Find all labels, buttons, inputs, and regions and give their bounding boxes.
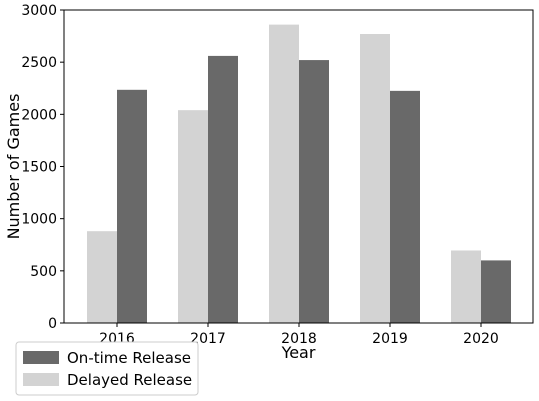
- legend-label: On-time Release: [67, 349, 191, 367]
- y-axis-label: Number of Games: [4, 94, 23, 240]
- x-axis-ticks: 2016 2017 2018 2019 2020: [99, 323, 499, 347]
- legend-swatch: [23, 351, 59, 364]
- bar-delayed-2017: [178, 110, 208, 323]
- bar-ontime-2020: [481, 260, 511, 323]
- x-tick-label: 2019: [372, 331, 408, 347]
- legend-box: [15, 341, 199, 396]
- bar-ontime-2016: [117, 89, 147, 323]
- bars-group: [87, 24, 511, 324]
- x-tick-label: 2020: [463, 331, 499, 347]
- bar-ontime-2019: [390, 90, 420, 323]
- y-tick-label: 2000: [21, 107, 57, 123]
- y-tick-label: 1000: [21, 212, 57, 228]
- x-tick-label: 2018: [281, 331, 317, 347]
- bar-delayed-2016: [87, 231, 117, 323]
- y-axis-ticks: 0 500 1000 1500 2000 2500 3000: [21, 3, 64, 332]
- bar-delayed-2020: [451, 250, 481, 323]
- y-tick-label: 1500: [21, 160, 57, 176]
- legend: On-time Release Delayed Release: [15, 341, 199, 396]
- y-tick-label: 3000: [21, 3, 57, 19]
- x-axis-label: Year: [281, 343, 316, 362]
- bar-ontime-2017: [208, 55, 238, 323]
- bar-delayed-2019: [360, 33, 390, 323]
- legend-swatch: [23, 373, 59, 386]
- legend-label: Delayed Release: [67, 371, 192, 389]
- x-tick-label: 2017: [190, 331, 226, 347]
- plot-frame: [63, 9, 534, 324]
- y-tick-label: 2500: [21, 55, 57, 71]
- y-tick-label: 500: [30, 264, 57, 280]
- y-tick-label: 0: [48, 316, 57, 332]
- bar-delayed-2018: [269, 24, 299, 324]
- bar-ontime-2018: [299, 60, 329, 324]
